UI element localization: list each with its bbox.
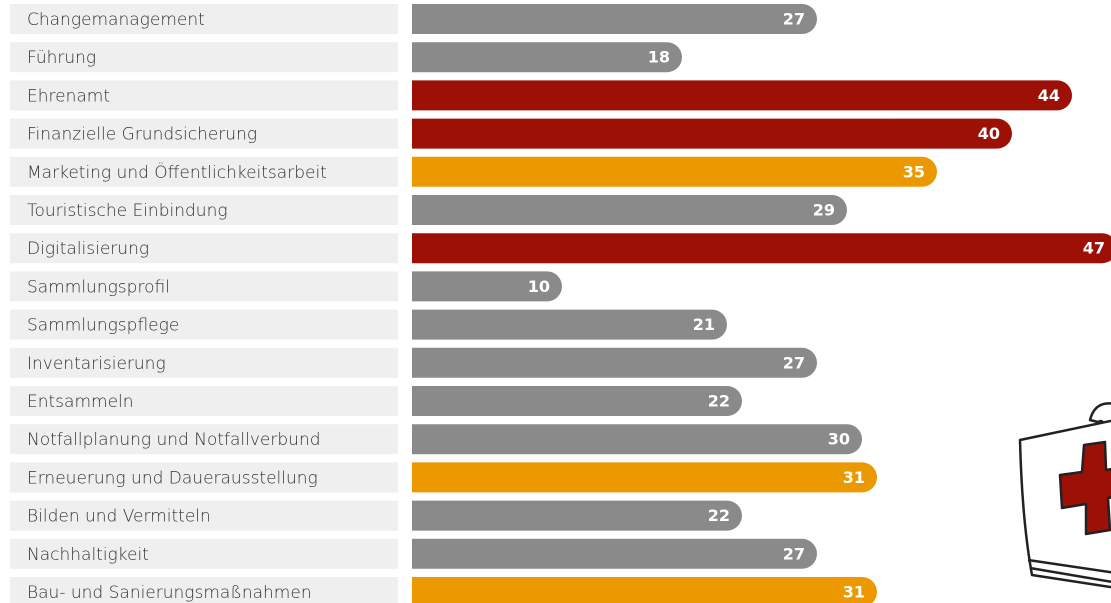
value-label: 29 bbox=[813, 201, 835, 220]
category-label: Marketing und Öffentlichkeitsarbeit bbox=[27, 161, 327, 183]
bar bbox=[412, 4, 817, 34]
category-label: Nachhaltigkeit bbox=[27, 545, 149, 565]
value-label: 31 bbox=[843, 583, 865, 602]
category-label: Ehrenamt bbox=[27, 86, 110, 106]
category-label: Bau- und Sanierungsmaßnahmen bbox=[27, 583, 312, 603]
category-label: Finanzielle Grundsicherung bbox=[27, 125, 257, 145]
bar bbox=[412, 577, 877, 603]
value-label: 22 bbox=[708, 392, 730, 411]
value-label: 27 bbox=[783, 544, 805, 563]
chart: Changemanagement 27 Führung 18 Ehrenamt 44 Fin… bbox=[0, 0, 1111, 603]
bar bbox=[412, 119, 1012, 149]
bar bbox=[412, 233, 1111, 263]
bar bbox=[412, 157, 937, 187]
bar bbox=[412, 348, 817, 378]
category-label: Bilden und Vermitteln bbox=[27, 507, 211, 527]
category-label: Touristische Einbindung bbox=[27, 201, 228, 221]
category-label: Notfallplanung und Notfallverbund bbox=[27, 430, 321, 450]
bar bbox=[412, 462, 877, 492]
category-label: Erneuerung und Dauerausstellung bbox=[27, 468, 318, 488]
category-label: Changemanagement bbox=[27, 10, 205, 30]
value-label: 27 bbox=[783, 353, 805, 372]
category-label: Inventarisierung bbox=[27, 354, 166, 374]
bar bbox=[412, 42, 682, 72]
value-label: 18 bbox=[648, 48, 670, 67]
value-label: 10 bbox=[528, 277, 550, 296]
bar bbox=[412, 195, 847, 225]
value-label: 21 bbox=[693, 315, 715, 334]
bar bbox=[412, 539, 817, 569]
category-label: Digitalisierung bbox=[27, 239, 149, 259]
category-label: Führung bbox=[27, 48, 96, 68]
bar bbox=[412, 310, 727, 340]
value-label: 27 bbox=[783, 10, 805, 29]
value-label: 31 bbox=[843, 468, 865, 487]
bar bbox=[412, 386, 742, 416]
value-label: 22 bbox=[708, 506, 730, 525]
value-label: 30 bbox=[828, 430, 850, 449]
category-label: Entsammeln bbox=[27, 392, 134, 412]
bar bbox=[412, 501, 742, 531]
value-label: 35 bbox=[903, 162, 925, 181]
bar bbox=[412, 424, 862, 454]
value-label: 47 bbox=[1083, 239, 1105, 258]
page: {"chart_data": {"type": "bar", "categori… bbox=[0, 0, 1111, 603]
bar bbox=[412, 80, 1072, 110]
value-label: 44 bbox=[1038, 86, 1060, 105]
value-label: 40 bbox=[978, 124, 1000, 143]
category-label: Sammlungsprofil bbox=[27, 277, 170, 297]
category-label: Sammlungspflege bbox=[27, 316, 179, 336]
first-aid-kit-icon bbox=[1020, 403, 1111, 590]
